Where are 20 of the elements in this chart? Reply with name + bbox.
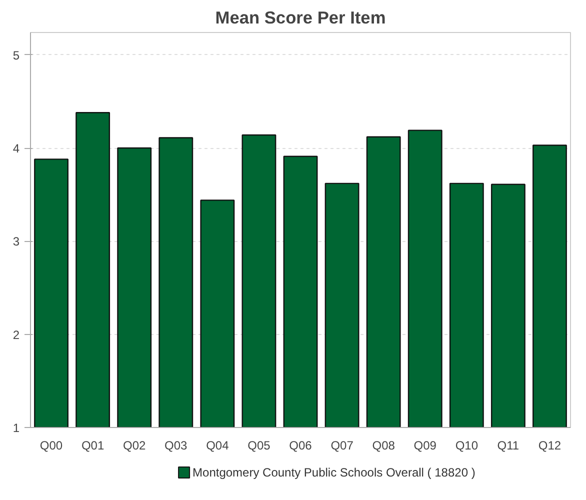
x-tick-label: Q09 [414, 438, 437, 452]
x-tick-label: Q03 [164, 438, 188, 452]
x-tick-label: Q00 [40, 438, 63, 452]
chart-title: Mean Score Per Item [215, 8, 386, 28]
x-tick-label: Q11 [497, 438, 520, 452]
x-tick-label: Q06 [289, 438, 312, 452]
x-tick-label: Q12 [538, 438, 562, 452]
x-tick-label: Q10 [455, 438, 478, 452]
x-tick-label: Q02 [123, 438, 146, 452]
y-tick-label: 2 [12, 328, 20, 342]
legend-label: Montgomery County Public Schools Overall ( 18820 ) [192, 466, 476, 480]
y-tick-label: 1 [12, 421, 20, 435]
x-tick-label: Q01 [81, 438, 104, 452]
x-tick-label: Q08 [372, 438, 396, 452]
y-tick-label: 4 [12, 142, 20, 156]
x-tick-label: Q04 [206, 438, 230, 452]
x-tick-label: Q05 [248, 438, 271, 452]
y-tick-label: 3 [12, 234, 20, 249]
x-tick-label: Q07 [330, 438, 354, 452]
y-tick-label: 5 [12, 48, 20, 62]
